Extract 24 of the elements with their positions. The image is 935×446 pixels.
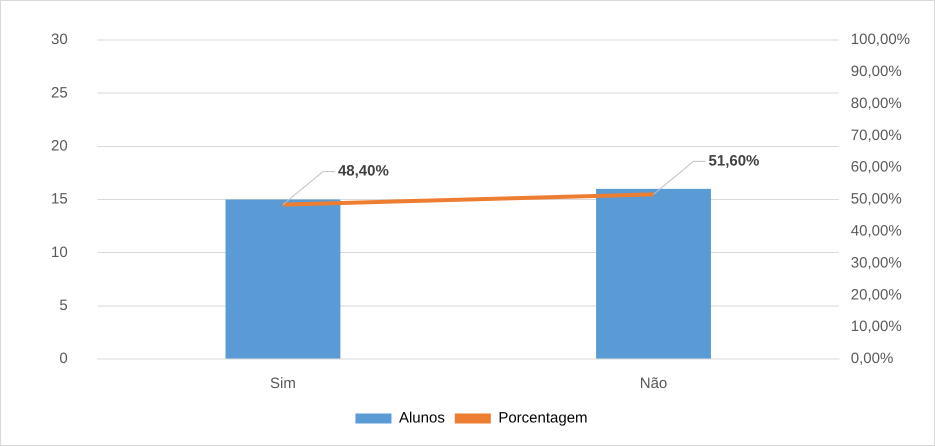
y2-tick-label: 30,00%: [850, 254, 902, 272]
data-label: 48,40%: [338, 162, 389, 180]
y2-tick-label: 0,00%: [850, 350, 894, 368]
legend-label: Porcentagem: [498, 410, 588, 427]
y2-tick-label: 70,00%: [850, 126, 902, 144]
y2-tick-label: 50,00%: [850, 190, 902, 208]
y-tick-label: 5: [59, 296, 68, 314]
y-tick-label: 25: [50, 84, 68, 102]
legend-label: Alunos: [398, 410, 445, 427]
x-tick-label: Não: [640, 375, 668, 392]
y-tick-label: 15: [50, 190, 68, 208]
y2-tick-label: 40,00%: [850, 222, 902, 240]
y2-tick-label: 80,00%: [850, 94, 902, 112]
x-tick-label: Sim: [270, 375, 296, 392]
y2-tick-label: 100,00%: [850, 31, 910, 48]
y-tick-label: 30: [50, 31, 68, 48]
y2-tick-label: 60,00%: [850, 158, 902, 176]
y2-tick-label: 10,00%: [850, 318, 902, 336]
y-tick-label: 20: [50, 137, 68, 154]
y-tick-label: 10: [50, 244, 68, 261]
data-label: 51,60%: [708, 152, 760, 170]
y2-tick-label: 20,00%: [850, 286, 902, 304]
y2-tick-label: 90,00%: [850, 63, 902, 80]
y-tick-label: 0: [59, 350, 68, 368]
